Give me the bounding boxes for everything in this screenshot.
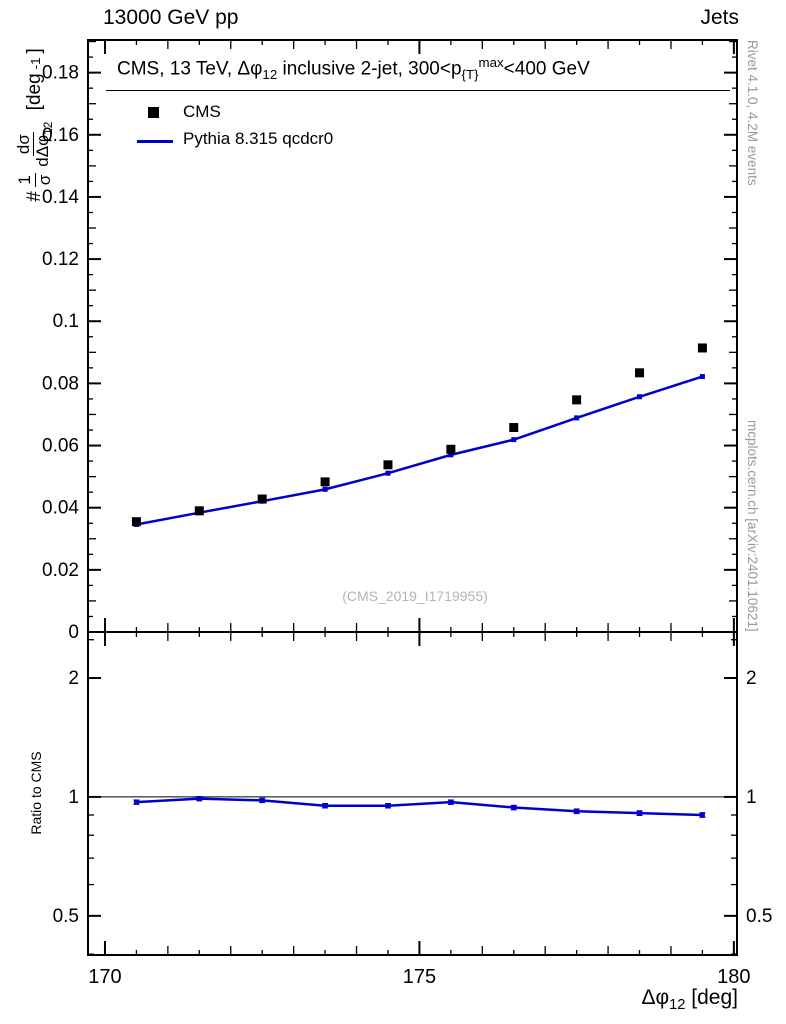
legend-marker-cms	[148, 107, 159, 118]
svg-text:0.12: 0.12	[42, 249, 79, 270]
svg-text:180: 180	[717, 966, 750, 988]
analysis-group-label: Jets	[700, 6, 739, 29]
svg-text:175: 175	[403, 966, 436, 988]
svg-text:0.16: 0.16	[42, 125, 79, 146]
svg-text:1: 1	[746, 787, 757, 808]
svg-text:0.02: 0.02	[42, 560, 79, 581]
beam-energy-label: 13000 GeV pp	[103, 6, 239, 29]
legend-marker-pythia	[137, 140, 173, 143]
rivet-version-note: Rivet 4.1.0, 4.2M events	[745, 40, 760, 186]
analysis-id-watermark: (CMS_2019_I1719955)	[342, 588, 488, 604]
y-axis-label: #1 σ dσ dΔφ12 [deg -1]	[13, 48, 56, 202]
svg-text:2: 2	[746, 668, 757, 689]
svg-text:0: 0	[68, 622, 79, 643]
svg-text:0.04: 0.04	[42, 498, 79, 519]
svg-text:0.14: 0.14	[42, 187, 79, 208]
title-underline	[106, 90, 730, 91]
svg-text:0.5: 0.5	[746, 906, 772, 927]
svg-text:0.1: 0.1	[53, 311, 79, 332]
ratio-axis-label: Ratio to CMS	[28, 751, 44, 835]
mcplots-reference-note: mcplots.cern.ch [arXiv:2401.10621]	[745, 420, 760, 632]
svg-text:0.08: 0.08	[42, 373, 79, 394]
x-axis-label: Δφ12 [deg]	[641, 986, 738, 1014]
legend-label-pythia: Pythia 8.315 qcdcr0	[183, 129, 334, 148]
svg-text:0.06: 0.06	[42, 436, 79, 457]
svg-text:0.18: 0.18	[42, 63, 79, 84]
svg-text:1: 1	[68, 787, 79, 808]
svg-text:0.5: 0.5	[53, 906, 79, 927]
svg-text:170: 170	[88, 966, 121, 988]
plot-title: CMS, 13 TeV, Δφ12 inclusive 2-jet, 300<p…	[117, 55, 590, 82]
svg-text:2: 2	[68, 668, 79, 689]
legend-label-cms: CMS	[183, 102, 221, 121]
